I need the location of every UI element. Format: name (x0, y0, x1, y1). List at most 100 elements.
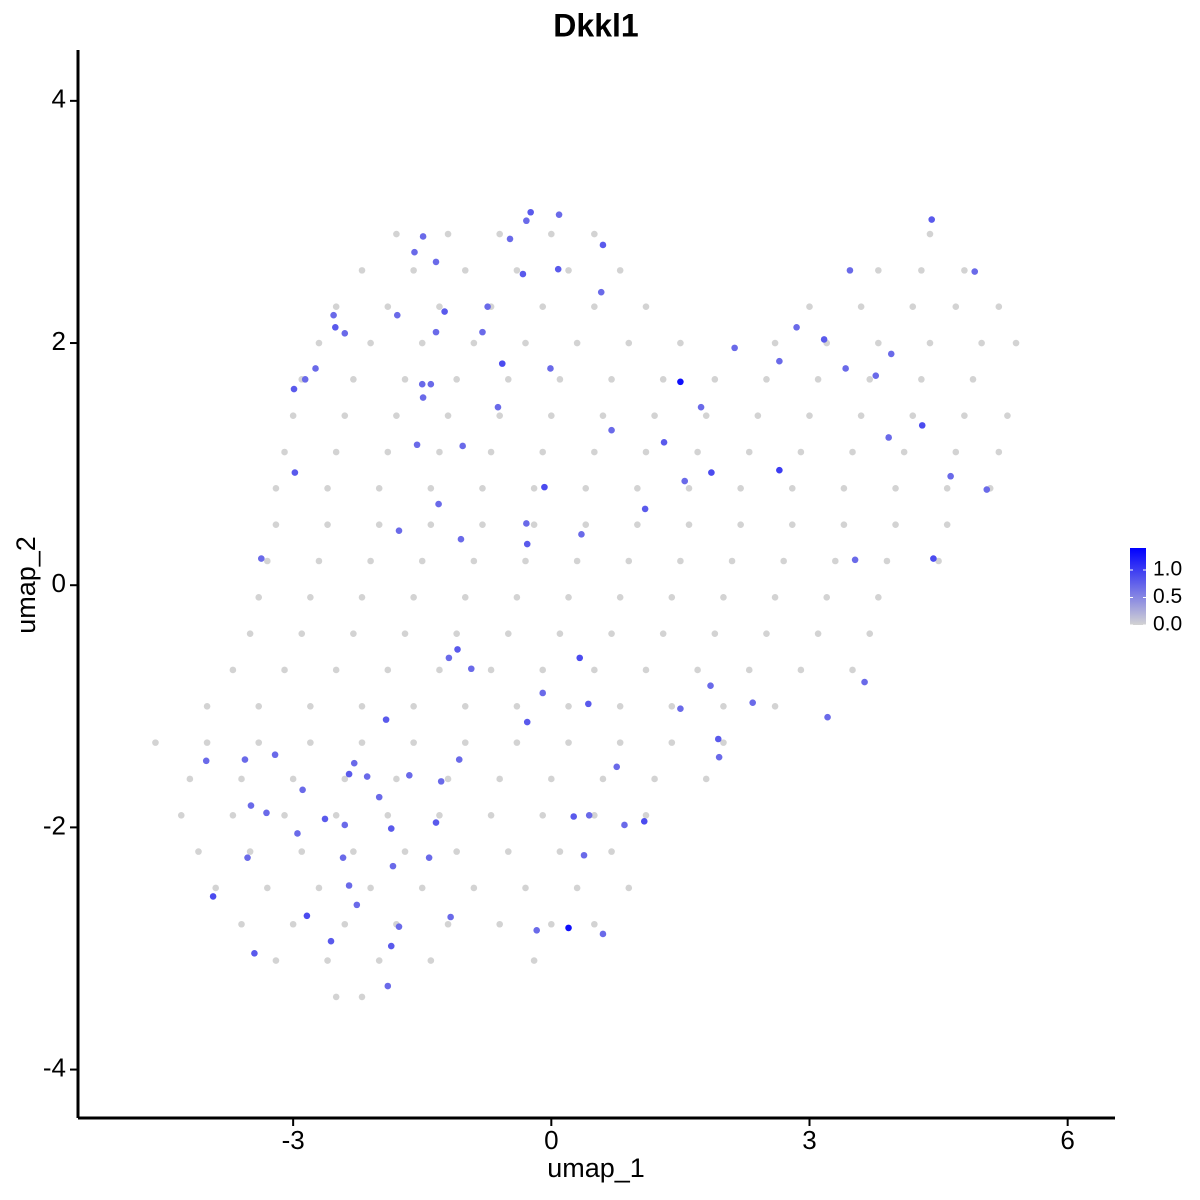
point (523, 520, 530, 527)
point (642, 303, 650, 311)
point (303, 912, 311, 920)
point (625, 557, 633, 565)
point (358, 702, 366, 710)
point (585, 811, 593, 819)
point (350, 376, 357, 383)
point (255, 739, 263, 746)
point (432, 328, 440, 336)
point (565, 702, 572, 710)
point (444, 775, 452, 783)
point (484, 303, 491, 311)
point (668, 702, 676, 710)
point (453, 376, 460, 383)
point (616, 702, 624, 710)
point (152, 739, 159, 746)
point (496, 775, 503, 783)
point (780, 557, 787, 565)
point (339, 854, 347, 861)
point (384, 666, 392, 674)
point (432, 258, 440, 266)
point (461, 702, 469, 710)
point (494, 403, 502, 411)
point (298, 630, 306, 637)
point (247, 802, 255, 809)
point (212, 884, 219, 892)
point (846, 267, 854, 274)
point (930, 555, 937, 562)
y-tick-label: 0 (52, 568, 66, 598)
point (711, 630, 719, 637)
point (363, 773, 371, 780)
point (496, 230, 503, 238)
point (413, 441, 421, 449)
point (447, 913, 454, 921)
point (621, 821, 628, 829)
x-tick-label: 6 (1060, 1125, 1074, 1155)
point (677, 705, 684, 713)
point (506, 235, 514, 243)
point (832, 557, 839, 565)
point (707, 682, 714, 690)
point (454, 646, 461, 653)
colorbar (1130, 548, 1146, 625)
point (776, 466, 783, 474)
point (419, 394, 427, 401)
point (771, 339, 779, 347)
point (763, 630, 770, 637)
point (246, 630, 254, 637)
point (418, 380, 426, 388)
point (677, 339, 684, 347)
point (556, 630, 564, 637)
point (332, 448, 340, 456)
point (824, 713, 831, 721)
point (195, 848, 202, 855)
point (928, 216, 935, 223)
point (616, 267, 624, 274)
point (341, 330, 349, 337)
point (479, 521, 486, 528)
point (289, 920, 297, 928)
point (444, 920, 452, 928)
point (393, 230, 400, 238)
point (461, 739, 469, 746)
point (640, 818, 648, 825)
point (771, 594, 779, 601)
point (883, 557, 891, 565)
point (453, 848, 460, 855)
point (389, 862, 397, 870)
point (375, 485, 383, 492)
point (341, 821, 349, 829)
point (530, 521, 538, 528)
point (271, 751, 279, 759)
point (177, 811, 185, 819)
point (681, 477, 689, 485)
point (952, 303, 960, 311)
point (539, 448, 547, 456)
point (608, 426, 615, 434)
point (943, 485, 951, 492)
point (470, 884, 478, 892)
point (720, 739, 727, 746)
point (668, 739, 676, 746)
point (522, 339, 529, 347)
point (634, 485, 641, 492)
point (513, 267, 521, 274)
point (255, 702, 263, 710)
x-tick-label: 0 (544, 1125, 558, 1155)
point (745, 666, 753, 674)
point (393, 775, 400, 783)
point (445, 654, 453, 662)
point (582, 485, 590, 492)
point (978, 339, 985, 347)
point (523, 217, 530, 225)
point (441, 308, 448, 315)
point (875, 594, 882, 601)
point (702, 412, 710, 419)
points (152, 208, 1020, 1001)
point (411, 248, 418, 256)
point (641, 505, 649, 513)
point (578, 531, 585, 538)
point (548, 775, 555, 783)
point (909, 412, 917, 419)
point (565, 594, 572, 601)
